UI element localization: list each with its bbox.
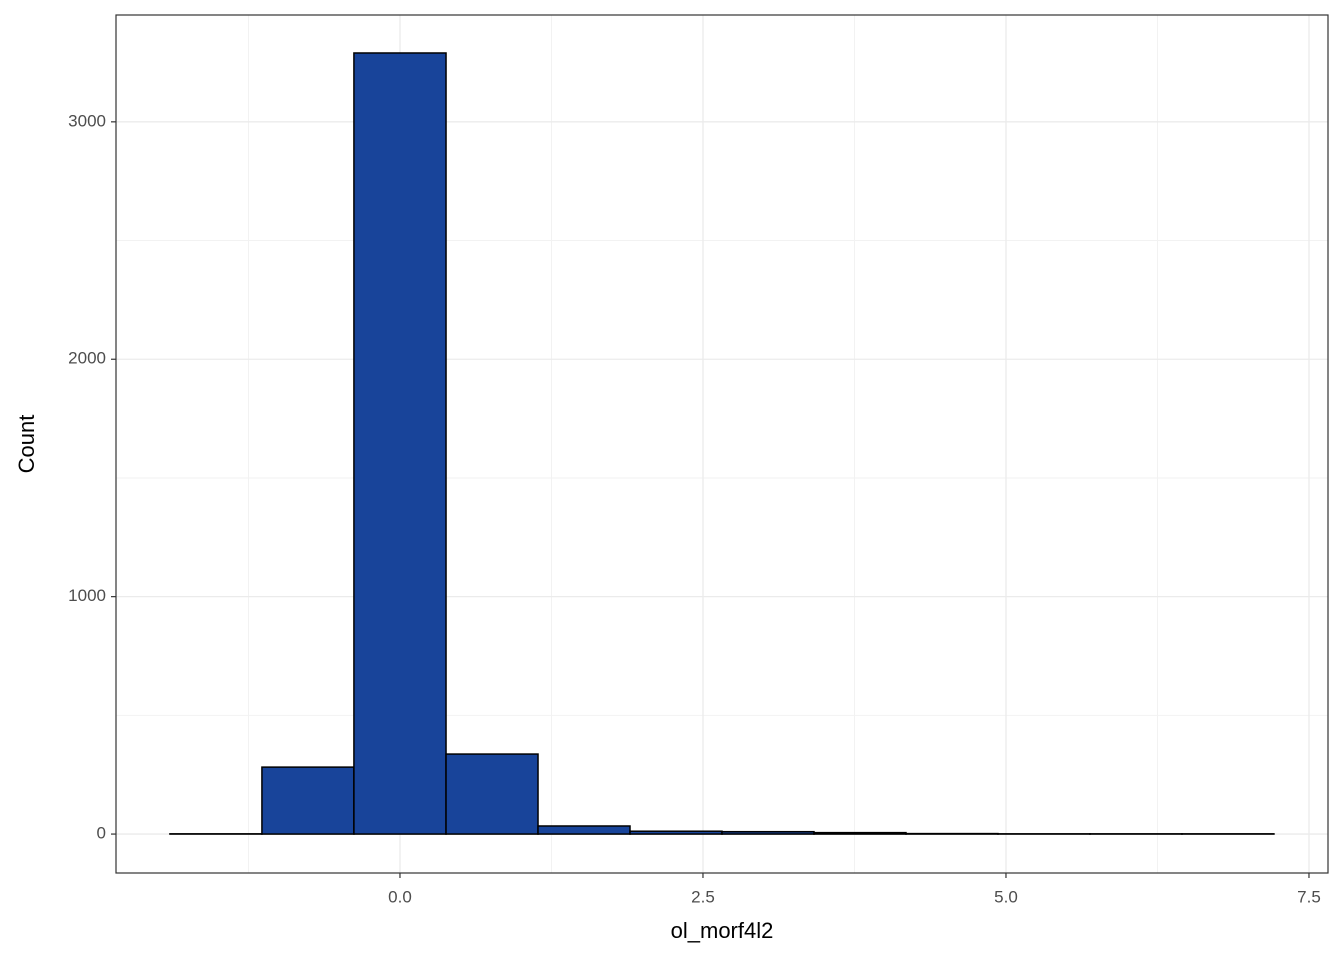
y-axis-title: Count <box>14 415 39 474</box>
histogram-bar <box>261 766 355 835</box>
histogram-bar <box>813 831 907 835</box>
x-tick-label: 7.5 <box>1297 887 1321 906</box>
histogram-bar <box>537 825 631 835</box>
x-tick-label: 0.0 <box>388 887 412 906</box>
panel-border <box>115 14 1329 874</box>
y-tick-label: 0 <box>97 824 106 843</box>
x-axis-title: ol_morf4l2 <box>671 918 774 943</box>
panel-background <box>116 15 1328 873</box>
histogram-bar <box>445 753 539 835</box>
histogram-bar <box>721 830 815 835</box>
histogram-bar <box>629 830 723 835</box>
y-tick-label: 3000 <box>68 111 106 130</box>
x-tick-label: 5.0 <box>994 887 1018 906</box>
y-tick-label: 2000 <box>68 349 106 368</box>
histogram-bar <box>353 52 447 835</box>
y-tick-label: 1000 <box>68 586 106 605</box>
x-tick-label: 2.5 <box>691 887 715 906</box>
